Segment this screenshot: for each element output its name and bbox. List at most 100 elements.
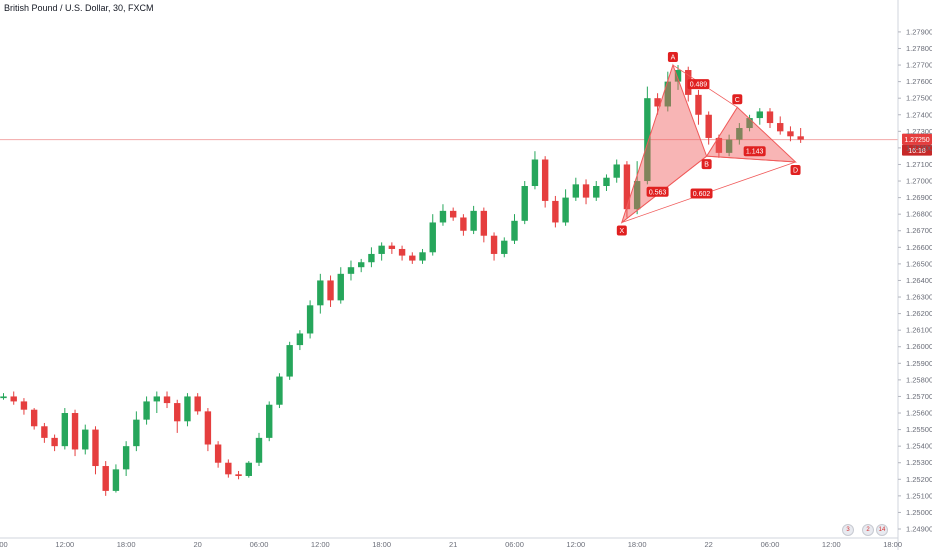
candle — [511, 214, 518, 245]
countdown-value: 16:18 — [908, 148, 926, 155]
time-tick-label: 06:00 — [250, 540, 269, 549]
candle — [317, 273, 324, 314]
candle-body — [398, 248, 406, 256]
price-tick-label: 1.26000 — [906, 342, 932, 351]
candle — [644, 86, 651, 185]
chart-title: British Pound / U.S. Dollar, 30, FXCM — [4, 3, 154, 13]
event-flag-count: 14 — [878, 527, 886, 533]
pattern-ratio-label: 1.143 — [746, 149, 764, 156]
candles-layer — [0, 65, 804, 496]
pattern-point-a: A — [667, 52, 678, 63]
candle-body — [337, 273, 344, 301]
last-price-badge — [902, 133, 932, 145]
candle — [102, 461, 109, 496]
candle — [10, 391, 17, 405]
candle — [20, 398, 28, 415]
candle-body — [797, 136, 804, 140]
candle-body — [644, 98, 651, 182]
candle-body — [552, 200, 559, 223]
candle-body — [61, 413, 69, 447]
candle — [490, 232, 498, 261]
candle — [368, 247, 375, 268]
candle-body — [368, 253, 375, 263]
price-tick-label: 1.25800 — [906, 375, 932, 384]
candle — [61, 408, 69, 450]
pattern-point-b: B — [701, 159, 712, 170]
harmonic-pattern[interactable]: X A B C D 0.489 0.563 0.602 1.143 — [616, 52, 801, 236]
candle-body — [327, 280, 334, 301]
candle-body — [572, 184, 580, 198]
pattern-ratio-badge — [690, 188, 713, 199]
candle-body — [746, 118, 753, 129]
candle-body — [490, 235, 498, 254]
candle — [756, 108, 763, 125]
price-tick-label: 1.27400 — [906, 110, 932, 119]
candle-body — [358, 262, 365, 268]
candle — [133, 411, 140, 452]
candle — [296, 330, 304, 351]
candle-body — [511, 220, 518, 241]
event-flag-1[interactable]: 3 — [842, 524, 854, 536]
candle-body — [409, 255, 416, 261]
candle-body — [603, 177, 610, 187]
event-flag-2[interactable]: 2 — [862, 524, 874, 536]
candle — [777, 116, 784, 135]
candle-body — [756, 111, 763, 119]
price-tick-label: 1.27100 — [906, 160, 932, 169]
candle-body — [654, 98, 661, 107]
candle — [0, 393, 7, 400]
event-flag-3[interactable]: 14 — [876, 524, 888, 536]
candle — [419, 248, 426, 264]
price-tick-label: 1.26600 — [906, 243, 932, 252]
price-tick-label: 1.26500 — [906, 259, 932, 268]
price-tick-label: 1.25200 — [906, 475, 932, 484]
candle-body — [0, 396, 7, 399]
time-tick-label: 18:00 — [372, 540, 391, 549]
candle — [593, 181, 600, 201]
candle — [327, 275, 334, 307]
pattern-ratio-badge — [646, 186, 669, 197]
pattern-ratio-badge — [743, 146, 766, 157]
price-tick-label: 1.25100 — [906, 491, 932, 500]
pattern-ratio-label: 0.563 — [649, 189, 667, 196]
price-tick-label: 1.27000 — [906, 177, 932, 186]
pattern-ratio-badge — [687, 79, 710, 90]
candle-body — [51, 437, 58, 447]
candle — [705, 111, 712, 145]
candle — [766, 108, 774, 129]
price-tick-label: 1.27700 — [906, 61, 932, 70]
candle — [225, 459, 232, 478]
price-tick-label: 1.25400 — [906, 442, 932, 451]
candle-body — [439, 210, 447, 223]
candle — [92, 426, 99, 475]
candle-body — [725, 139, 733, 153]
candle-body — [787, 131, 794, 137]
candle-body — [715, 137, 723, 153]
pattern-point-badge — [701, 159, 712, 170]
time-tick-label: 12:00 — [311, 540, 330, 549]
candle-body — [276, 376, 283, 405]
candle-body — [531, 159, 539, 187]
candle — [633, 161, 641, 215]
candle — [409, 252, 416, 264]
candle-body — [82, 429, 89, 450]
candle — [521, 181, 528, 225]
candle — [613, 159, 620, 183]
pattern-point-label: D — [793, 167, 798, 174]
candle — [82, 424, 89, 455]
candle-body — [705, 114, 712, 138]
pattern-point-d: D — [790, 164, 801, 175]
candle-body — [419, 252, 426, 261]
candle — [214, 441, 222, 468]
price-tick-label: 1.27500 — [906, 94, 932, 103]
price-tick-label: 1.25300 — [906, 458, 932, 467]
candle — [235, 471, 242, 480]
price-tick-label: 1.25700 — [906, 392, 932, 401]
candle — [562, 189, 569, 226]
candle — [501, 237, 508, 258]
last-price-value: 1.27250 — [904, 137, 929, 144]
price-tick-label: 1.26100 — [906, 326, 932, 335]
candle-body — [480, 210, 488, 236]
candle — [276, 373, 283, 409]
